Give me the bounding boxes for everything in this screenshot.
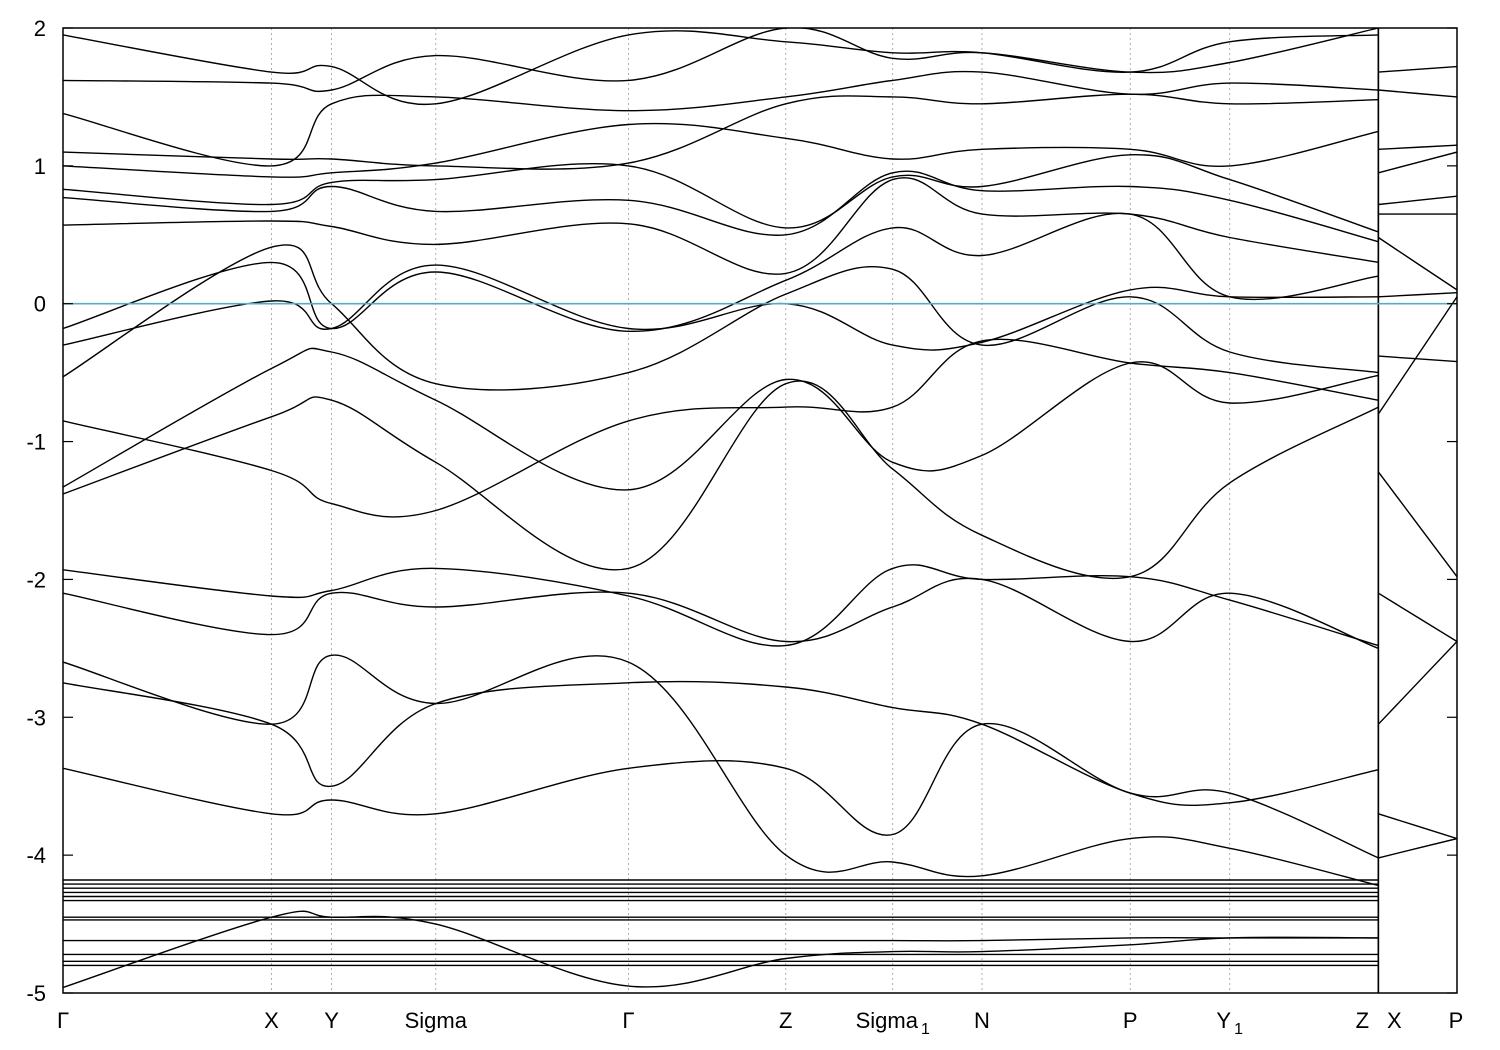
band-line-25 — [63, 170, 1379, 243]
x-tick-label: Γ — [57, 1008, 69, 1033]
x-tick-label: Γ — [622, 1008, 634, 1033]
band-line-27 — [63, 122, 1379, 178]
x-tick-label: P — [1123, 1008, 1138, 1033]
x-tick-label: Y — [324, 1008, 339, 1033]
band-line-22 — [63, 264, 1379, 351]
band-line-33 — [1378, 592, 1457, 643]
y-tick-label: 0 — [34, 292, 46, 317]
band-line-23 — [63, 212, 1379, 333]
kpoint-grid — [271, 28, 1380, 993]
y-tick-label: -4 — [26, 843, 46, 868]
x-axis: Γ X Y Sigma Γ Z Sigma 1 N P Y 1 Z X P — [57, 1008, 1463, 1038]
x-tick-label: Sigma — [405, 1008, 468, 1033]
band-line-40 — [1378, 236, 1457, 291]
x-tick-label: Z — [1356, 1008, 1369, 1033]
band-line-24 — [63, 177, 1379, 275]
band-line-38 — [1378, 355, 1457, 363]
band-line-16 — [63, 577, 1379, 650]
y-tick-label: -5 — [26, 981, 46, 1006]
y-tick-label: -1 — [26, 430, 46, 455]
band-line-14 — [63, 680, 1379, 807]
band-line-45 — [1378, 89, 1457, 98]
plot-frame — [62, 27, 1458, 994]
x-tick-label: X — [264, 1008, 279, 1033]
band-line-42 — [1378, 195, 1457, 206]
band-line-26 — [63, 154, 1379, 233]
band-line-36 — [1378, 837, 1457, 859]
x-tick-label: Z — [779, 1008, 792, 1033]
band-line-30 — [63, 28, 1379, 93]
band-line-46 — [1378, 65, 1457, 73]
band-line-44 — [1378, 144, 1457, 150]
band-line-15 — [63, 654, 1379, 887]
band-line-17 — [63, 564, 1379, 647]
band-line-43 — [1378, 151, 1457, 174]
band-line-13 — [63, 722, 1379, 859]
y-tick-label: -3 — [26, 705, 46, 730]
band-line-19 — [63, 347, 1379, 491]
band-line-28 — [63, 93, 1379, 170]
band-line-0 — [63, 910, 1379, 989]
band-line-1 — [63, 936, 1379, 942]
band-line-31 — [63, 30, 1379, 106]
band-line-32 — [1377, 471, 1457, 578]
x-tick-label: N — [974, 1008, 990, 1033]
y-tick-label: 2 — [34, 16, 46, 41]
band-line-29 — [63, 70, 1379, 167]
x-tick-label: X — [1387, 1008, 1402, 1033]
y-tick-label: 1 — [34, 154, 46, 179]
x-tick-label: Sigma 1 — [856, 1008, 930, 1038]
band-lines — [63, 28, 1457, 989]
x-tick-label: P — [1449, 1008, 1464, 1033]
band-line-37 — [1377, 296, 1457, 415]
band-line-39 — [1378, 292, 1457, 298]
band-line-20 — [63, 338, 1379, 518]
band-line-35 — [1378, 813, 1457, 840]
y-tick-label: -2 — [26, 567, 46, 592]
y-axis: 2 1 0 -1 -2 -3 -4 -5 — [26, 16, 1457, 1006]
band-line-34 — [1377, 641, 1457, 725]
band-line-18 — [63, 380, 1379, 580]
